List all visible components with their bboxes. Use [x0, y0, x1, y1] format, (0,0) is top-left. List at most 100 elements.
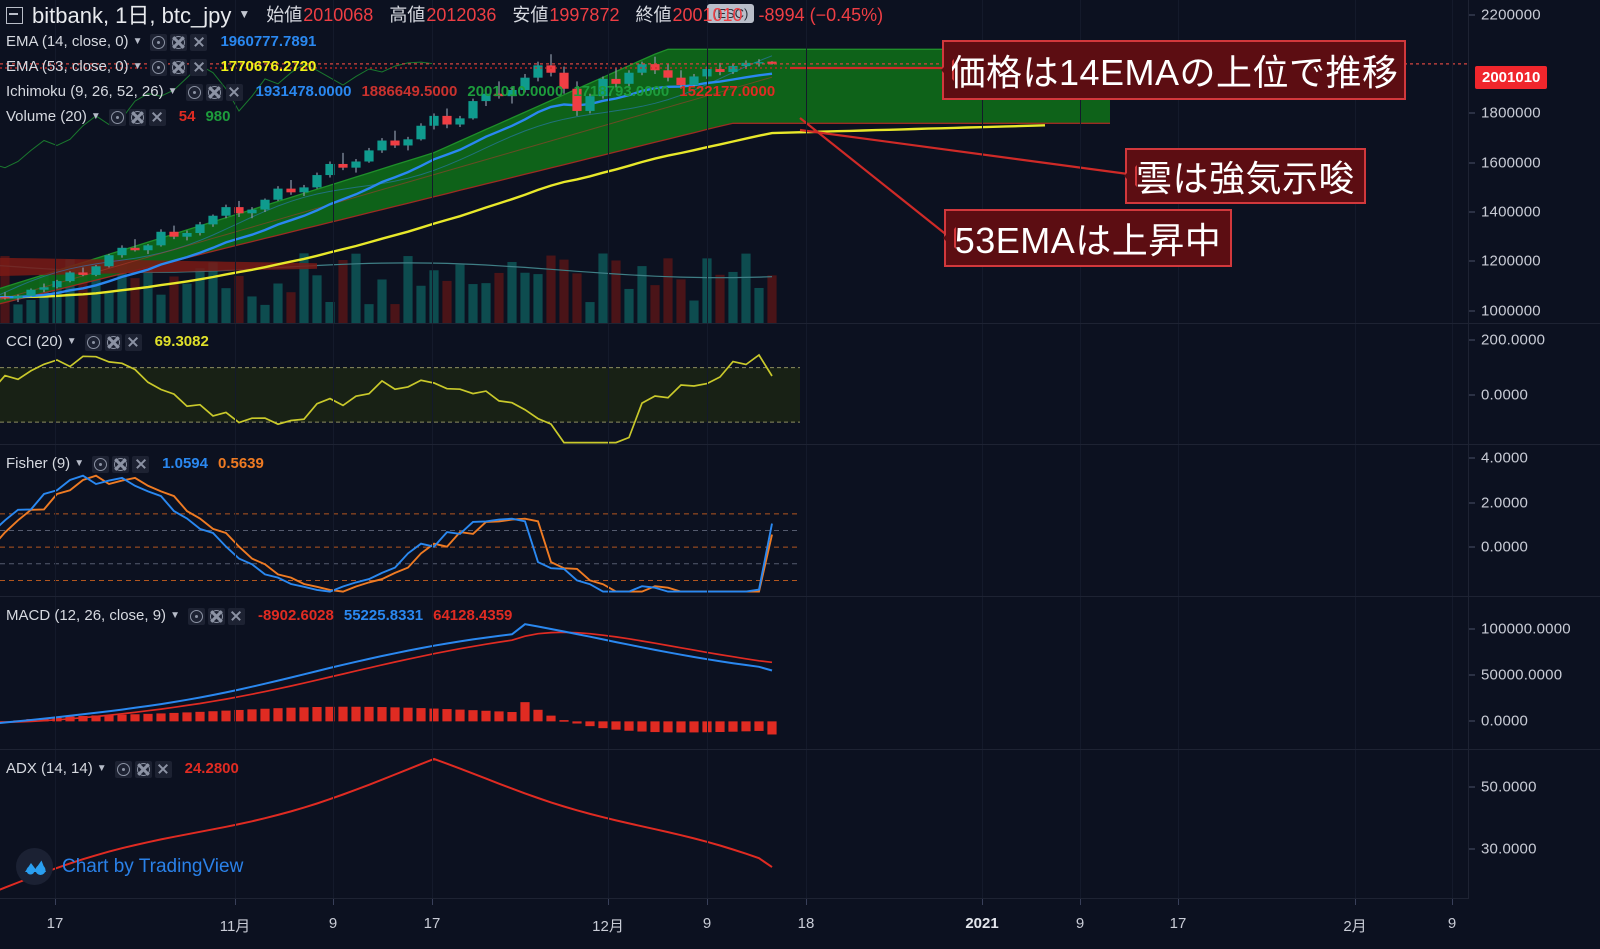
adx-axis[interactable]: 50.0000 30.0000 [1468, 750, 1600, 899]
axis-tick-label: 1600000 [1481, 154, 1541, 172]
chevron-down-icon[interactable]: ▼ [170, 610, 180, 621]
legend-ema14[interactable]: EMA (14, close, 0) ▼ 1960777.7891 [6, 33, 316, 51]
legend-cci[interactable]: CCI (20) ▼ 69.3082 [6, 333, 209, 351]
eye-icon[interactable] [108, 108, 126, 126]
eye-icon[interactable] [150, 33, 168, 51]
gear-icon[interactable] [134, 760, 152, 778]
gear-icon-glyph [172, 60, 186, 74]
volume-bar [754, 287, 764, 323]
eye-icon[interactable] [185, 83, 203, 101]
gear-icon[interactable] [205, 83, 223, 101]
gear-icon[interactable] [207, 607, 225, 625]
grid-line [55, 324, 56, 444]
macd-axis[interactable]: 100000.0000 50000.0000 0.0000 [1468, 597, 1600, 749]
last-price-badge[interactable]: 2001010 [1475, 66, 1548, 89]
grid-line [432, 0, 433, 323]
grid-line [1178, 597, 1179, 749]
close-icon[interactable] [148, 108, 166, 126]
close-icon[interactable] [154, 760, 172, 778]
axis-tick-label: 2200000 [1481, 6, 1541, 24]
grid-line [982, 597, 983, 749]
eye-icon[interactable] [92, 455, 110, 473]
eye-icon-glyph [116, 762, 130, 776]
legend-adx[interactable]: ADX (14, 14) ▼ 24.2800 [6, 760, 239, 778]
pane-divider[interactable] [0, 444, 1600, 445]
cci-pane[interactable] [0, 324, 1469, 444]
grid-line [806, 324, 807, 444]
eye-icon[interactable] [84, 333, 102, 351]
time-tickmark [235, 899, 236, 905]
gear-icon[interactable] [104, 333, 122, 351]
legend-fisher[interactable]: Fisher (9) ▼ 1.0594 0.5639 [6, 455, 264, 473]
grid-line [608, 750, 609, 899]
grid-line [707, 750, 708, 899]
gear-icon-glyph [136, 762, 150, 776]
chevron-down-icon[interactable]: ▼ [90, 111, 101, 122]
volume-bar [221, 288, 231, 323]
chevron-down-icon[interactable]: ▼ [167, 86, 178, 97]
close-icon-glyph [135, 458, 147, 470]
adx-pane[interactable] [0, 750, 1469, 899]
fisher-pane[interactable] [0, 445, 1469, 596]
close-icon[interactable] [190, 58, 208, 76]
close-icon[interactable] [132, 455, 150, 473]
time-tick-label: 9 [702, 915, 712, 932]
gear-icon[interactable] [112, 455, 130, 473]
chevron-down-icon[interactable]: ▼ [132, 36, 143, 47]
time-axis[interactable]: 17 11月 9 17 12月 9 18 2021 9 17 2月 9 [0, 898, 1469, 949]
eye-icon[interactable] [114, 760, 132, 778]
macd-histogram-bar [715, 721, 725, 733]
legend-ichimoku[interactable]: Ichimoku (9, 26, 52, 26) ▼ 1931478.0000 188… [6, 83, 775, 101]
ohlc-label: 始値 [266, 5, 303, 25]
close-icon[interactable] [124, 333, 142, 351]
pane-divider[interactable] [0, 596, 1600, 597]
axis-tick-label: 30.0000 [1481, 840, 1537, 858]
close-icon[interactable] [227, 607, 245, 625]
tradingview-credit[interactable]: Chart by TradingView [16, 848, 243, 885]
chevron-down-icon[interactable]: ▼ [66, 336, 77, 347]
legend-macd[interactable]: MACD (12, 26, close, 9) ▼ -8902.6028 55225.… [6, 607, 512, 625]
grid-line [608, 324, 609, 444]
price-axis[interactable]: 2200000 1800000 1600000 1400000 1200000 10000… [1468, 0, 1600, 323]
callout-price-above-14ema[interactable]: 価格は14EMAの上位で推移 [941, 40, 1406, 100]
volume-bar [338, 259, 348, 323]
callout-cloud-bullish[interactable]: 雲は強気示唆 [1124, 148, 1366, 204]
macd-histogram-bar [169, 712, 179, 722]
eye-icon[interactable] [187, 607, 205, 625]
legend-ema53[interactable]: EMA (53, close, 0) ▼ 1770676.2720 [6, 58, 316, 76]
legend-title: CCI (20) [6, 333, 63, 350]
legend-title: Volume (20) [6, 108, 87, 125]
pane-divider[interactable] [0, 323, 1600, 324]
macd-histogram-bar [182, 712, 192, 722]
eye-icon[interactable] [150, 58, 168, 76]
macd-histogram-bar [663, 721, 673, 733]
grid-line [55, 597, 56, 749]
chikou-span-line [0, 61, 435, 169]
macd-histogram-bar [416, 708, 426, 722]
eye-icon-glyph [152, 35, 166, 49]
gear-icon[interactable] [128, 108, 146, 126]
symbol-title[interactable]: bitbank, 1日, btc_jpy [32, 3, 232, 28]
gear-icon[interactable] [170, 33, 188, 51]
volume-series [0, 253, 777, 323]
chevron-down-icon[interactable]: ▼ [74, 458, 85, 469]
time-tick-label: 9 [328, 915, 338, 932]
chevron-down-icon[interactable]: ▼ [238, 7, 251, 21]
callout-53ema-rising[interactable]: 53EMAは上昇中 [943, 209, 1232, 267]
candle-body [182, 233, 192, 237]
close-icon[interactable] [190, 33, 208, 51]
legend-volume[interactable]: Volume (20) ▼ 54 980 [6, 108, 231, 126]
chevron-down-icon[interactable]: ▼ [96, 763, 107, 774]
time-tick-label: 17 [423, 915, 441, 932]
chevron-down-icon[interactable]: ▼ [132, 61, 143, 72]
candle-body [156, 231, 166, 246]
axis-tickmark [1469, 310, 1475, 312]
pane-divider[interactable] [0, 749, 1600, 750]
macd-histogram-bar [754, 721, 764, 731]
cci-axis[interactable]: 200.0000 0.0000 [1468, 324, 1600, 444]
close-icon[interactable] [225, 83, 243, 101]
collapse-icon[interactable] [6, 6, 23, 24]
fisher-axis[interactable]: 4.0000 2.0000 0.0000 [1468, 445, 1600, 596]
ichimoku-cloud [0, 49, 1110, 304]
gear-icon[interactable] [170, 58, 188, 76]
